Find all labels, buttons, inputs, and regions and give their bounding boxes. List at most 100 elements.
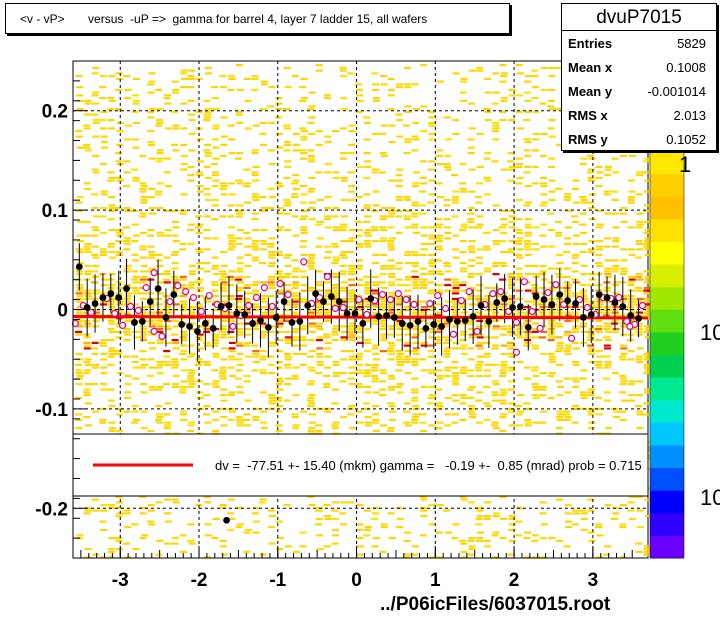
- histogram-cell: [211, 171, 219, 174]
- histogram-cell: [300, 152, 308, 155]
- histogram-cell: [187, 377, 195, 380]
- histogram-cell: [531, 369, 539, 372]
- histogram-cell: [459, 267, 467, 270]
- histogram-cell: [444, 366, 452, 369]
- open-marker: [126, 302, 135, 311]
- histogram-cell: [404, 350, 412, 353]
- histogram-cell: [108, 273, 116, 276]
- histogram-cell: [452, 281, 460, 284]
- histogram-cell: [508, 119, 516, 122]
- histogram-cell: [476, 69, 484, 72]
- histogram-cell: [508, 215, 516, 218]
- histogram-cell: [380, 333, 388, 336]
- histogram-cell: [595, 407, 603, 410]
- histogram-cell: [236, 424, 244, 427]
- histogram-cell: [596, 264, 604, 267]
- histogram-cell: [100, 284, 108, 287]
- histogram-cell: [339, 270, 347, 273]
- histogram-cell: [203, 341, 211, 344]
- histogram-cell: [451, 297, 459, 300]
- histogram-cell: [291, 416, 299, 419]
- histogram-cell: [91, 207, 99, 210]
- histogram-cell: [356, 328, 364, 331]
- data-point: [390, 314, 398, 321]
- histogram-cell: [235, 64, 243, 67]
- histogram-cell: [460, 311, 468, 314]
- histogram-cell: [123, 171, 131, 174]
- histogram-cell: [131, 421, 139, 424]
- histogram-cell: [284, 358, 292, 361]
- histogram-cell: [572, 407, 580, 410]
- histogram-cell: [275, 396, 282, 399]
- histogram-cell: [365, 303, 372, 306]
- histogram-cell: [84, 358, 92, 361]
- histogram-cell: [164, 402, 172, 405]
- histogram-cell: [171, 498, 179, 501]
- histogram-cell: [508, 344, 516, 347]
- open-marker: [363, 310, 371, 319]
- histogram-cell: [211, 163, 219, 166]
- histogram-cell: [579, 509, 587, 512]
- histogram-cell: [220, 399, 228, 402]
- histogram-cell: [500, 168, 508, 171]
- histogram-cell: [619, 526, 627, 529]
- histogram-cell: [387, 350, 395, 353]
- histogram-cell: [508, 297, 516, 300]
- histogram-cell: [507, 273, 515, 276]
- histogram-cell: [491, 556, 499, 559]
- histogram-cell: [292, 179, 300, 182]
- histogram-cell: [108, 405, 116, 408]
- histogram-cell: [548, 108, 556, 111]
- histogram-cell: [515, 424, 523, 427]
- histogram-cell: [580, 231, 587, 234]
- histogram-cell: [236, 418, 244, 421]
- histogram-cell: [484, 110, 492, 113]
- histogram-cell: [371, 377, 379, 380]
- histogram-cell: [452, 303, 460, 306]
- histogram-cell: [316, 534, 324, 537]
- histogram-cell: [411, 135, 419, 138]
- histogram-cell: [180, 72, 188, 75]
- histogram-cell: [411, 185, 419, 188]
- histogram-cell: [644, 314, 652, 317]
- histogram-cell: [619, 418, 627, 421]
- histogram-cell: [116, 231, 124, 234]
- histogram-cell: [435, 311, 443, 314]
- histogram-cell: [115, 88, 123, 91]
- histogram-cell: [212, 410, 220, 413]
- histogram-cell: [371, 72, 379, 75]
- histogram-cell: [395, 358, 403, 361]
- histogram-cell: [315, 424, 322, 427]
- histogram-cell: [291, 75, 299, 78]
- histogram-cell: [219, 377, 227, 380]
- palette-label-10a: 10: [700, 320, 720, 345]
- histogram-cell: [355, 83, 362, 86]
- histogram-cell: [523, 366, 531, 369]
- histogram-cell: [251, 344, 259, 347]
- histogram-cell: [197, 160, 204, 163]
- histogram-cell: [371, 366, 378, 369]
- histogram-cell: [187, 380, 195, 383]
- histogram-cell: [132, 179, 140, 182]
- histogram-cell: [556, 341, 564, 344]
- histogram-cell: [444, 339, 452, 342]
- histogram-cell: [100, 388, 108, 391]
- histogram-cell: [476, 66, 484, 69]
- histogram-cell: [107, 119, 115, 122]
- histogram-cell: [284, 273, 292, 276]
- histogram-cell: [251, 179, 259, 182]
- histogram-cell: [220, 143, 228, 146]
- histogram-cell: [475, 506, 483, 509]
- histogram-cell: [436, 284, 443, 287]
- histogram-cell: [204, 523, 212, 526]
- histogram-cell: [83, 182, 91, 185]
- histogram-cell: [99, 215, 107, 218]
- y-tick-label: -0.2: [35, 499, 68, 520]
- histogram-cell: [643, 289, 651, 292]
- histogram-cell: [452, 377, 460, 380]
- histogram-cell: [557, 385, 564, 388]
- histogram-cell: [467, 369, 475, 372]
- histogram-cell: [124, 264, 132, 267]
- histogram-cell: [588, 207, 596, 210]
- histogram-cell: [259, 391, 267, 394]
